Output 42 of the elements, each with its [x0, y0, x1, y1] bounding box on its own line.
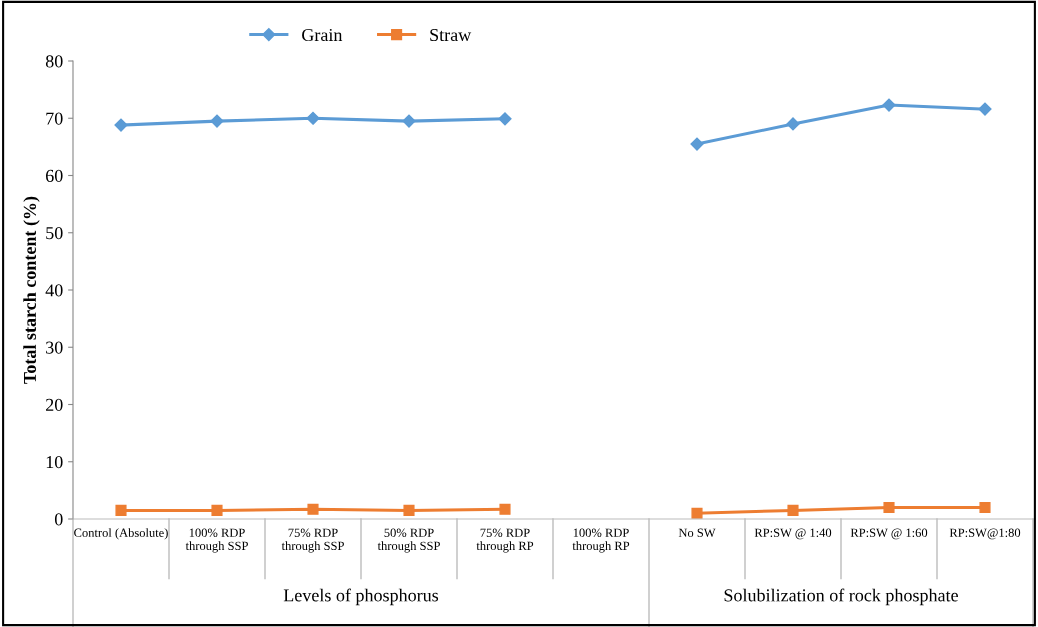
- point: [979, 501, 991, 514]
- x-tick-label: Control (Absolute): [74, 528, 168, 540]
- x-tick-label: 100% RDP through SSP: [185, 528, 248, 553]
- x-tick-label: 100% RDP through RP: [572, 528, 630, 553]
- point: [498, 112, 512, 126]
- y-tick-label: 80: [45, 55, 63, 68]
- point: [306, 111, 320, 125]
- point: [691, 507, 703, 519]
- y-tick-label: 40: [45, 284, 63, 297]
- point: [882, 98, 896, 112]
- text: Levels of phosphorus: [283, 588, 439, 606]
- y-tick-label: 30: [46, 341, 63, 354]
- point: [115, 504, 127, 516]
- point: [978, 102, 992, 116]
- y-tick-label: 60: [46, 169, 63, 182]
- point: [210, 114, 224, 128]
- x-tick-label: RP:SW @ 1:60: [850, 528, 928, 540]
- y-tick-label: 10: [46, 456, 63, 469]
- point: [403, 504, 415, 516]
- y-axis-title: Total starch content (%): [23, 196, 40, 384]
- point: [307, 503, 319, 515]
- point: [499, 503, 511, 515]
- x-tick-label: 50% RDP through SSP: [377, 528, 440, 553]
- legend-label: Straw: [430, 28, 472, 42]
- y-tick-label: 70: [46, 112, 63, 125]
- point: [883, 501, 895, 514]
- y-tick-label: 0: [54, 513, 63, 526]
- x-tick-label: RP:SW@1:80: [949, 528, 1021, 540]
- text: Solubilization of rock phosphate: [724, 588, 958, 606]
- x-tick-label: 75% RDP through RP: [476, 528, 534, 553]
- point: [690, 137, 704, 151]
- x-tick-label: RP:SW @ 1:40: [754, 528, 832, 540]
- x-tick-label: No SW: [678, 528, 716, 538]
- point: [786, 117, 800, 131]
- point: [211, 504, 223, 516]
- y-tick-label: 20: [46, 398, 63, 411]
- point: [787, 504, 799, 516]
- point: [402, 114, 416, 128]
- y-tick-label: 50: [46, 227, 63, 240]
- point: [114, 118, 128, 132]
- legend-label: Grain: [302, 28, 343, 42]
- x-tick-label: 75% RDP through SSP: [281, 528, 344, 553]
